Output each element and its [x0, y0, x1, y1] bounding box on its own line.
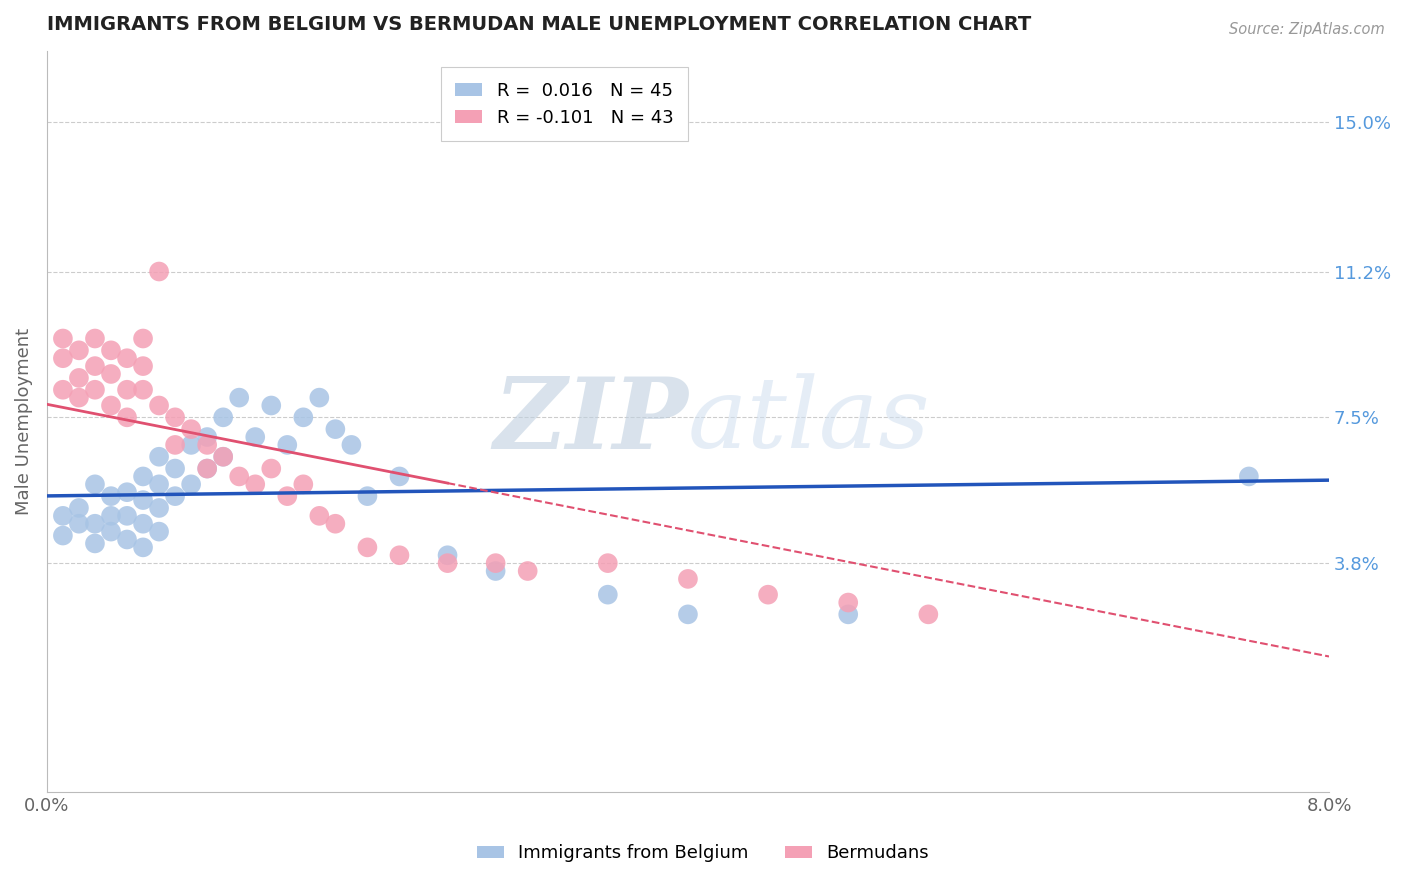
Point: [917, 607, 939, 622]
Point: [292, 477, 315, 491]
Point: [67, 500, 90, 515]
Point: [148, 450, 170, 464]
Point: [436, 548, 458, 562]
Point: [132, 331, 155, 345]
Point: [756, 588, 779, 602]
Point: [325, 516, 347, 531]
Point: [52, 351, 75, 366]
Point: [212, 450, 235, 464]
Point: [52, 383, 75, 397]
Point: [340, 438, 363, 452]
Point: [115, 485, 138, 500]
Point: [676, 607, 699, 622]
Point: [67, 516, 90, 531]
Point: [52, 331, 75, 345]
Point: [165, 410, 187, 425]
Point: [276, 489, 298, 503]
Point: [180, 422, 202, 436]
Point: [148, 399, 170, 413]
Point: [115, 410, 138, 425]
Point: [388, 548, 411, 562]
Point: [148, 477, 170, 491]
Point: [245, 430, 267, 444]
Point: [67, 371, 90, 385]
Point: [148, 264, 170, 278]
Point: [195, 438, 218, 452]
Point: [837, 595, 859, 609]
Point: [325, 422, 347, 436]
Point: [1237, 469, 1260, 483]
Point: [676, 572, 699, 586]
Point: [195, 461, 218, 475]
Point: [148, 524, 170, 539]
Point: [388, 469, 411, 483]
Point: [260, 461, 283, 475]
Point: [84, 477, 107, 491]
Point: [132, 516, 155, 531]
Point: [195, 461, 218, 475]
Point: [260, 399, 283, 413]
Point: [100, 367, 122, 381]
Point: [115, 383, 138, 397]
Point: [100, 524, 122, 539]
Text: IMMIGRANTS FROM BELGIUM VS BERMUDAN MALE UNEMPLOYMENT CORRELATION CHART: IMMIGRANTS FROM BELGIUM VS BERMUDAN MALE…: [46, 15, 1031, 34]
Point: [485, 556, 508, 570]
Point: [132, 541, 155, 555]
Point: [100, 399, 122, 413]
Text: Source: ZipAtlas.com: Source: ZipAtlas.com: [1229, 22, 1385, 37]
Point: [837, 607, 859, 622]
Point: [100, 343, 122, 358]
Point: [84, 536, 107, 550]
Text: ZIP: ZIP: [494, 373, 688, 469]
Point: [132, 383, 155, 397]
Point: [100, 508, 122, 523]
Point: [165, 489, 187, 503]
Point: [165, 461, 187, 475]
Point: [228, 391, 250, 405]
Text: atlas: atlas: [688, 374, 931, 469]
Point: [212, 410, 235, 425]
Point: [132, 359, 155, 373]
Point: [516, 564, 538, 578]
Point: [228, 469, 250, 483]
Point: [308, 391, 330, 405]
Point: [596, 556, 619, 570]
Point: [308, 508, 330, 523]
Point: [180, 438, 202, 452]
Point: [67, 391, 90, 405]
Point: [180, 477, 202, 491]
Point: [84, 383, 107, 397]
Point: [115, 351, 138, 366]
Point: [52, 508, 75, 523]
Legend: Immigrants from Belgium, Bermudans: Immigrants from Belgium, Bermudans: [470, 838, 936, 870]
Point: [245, 477, 267, 491]
Point: [195, 430, 218, 444]
Point: [115, 508, 138, 523]
Point: [276, 438, 298, 452]
Point: [148, 500, 170, 515]
Point: [115, 533, 138, 547]
Point: [165, 438, 187, 452]
Point: [356, 489, 378, 503]
Legend: R =  0.016   N = 45, R = -0.101   N = 43: R = 0.016 N = 45, R = -0.101 N = 43: [440, 67, 688, 141]
Point: [212, 450, 235, 464]
Point: [67, 343, 90, 358]
Point: [84, 359, 107, 373]
Point: [52, 528, 75, 542]
Point: [132, 469, 155, 483]
Point: [100, 489, 122, 503]
Point: [485, 564, 508, 578]
Y-axis label: Male Unemployment: Male Unemployment: [15, 327, 32, 515]
Point: [356, 541, 378, 555]
Point: [436, 556, 458, 570]
Point: [596, 588, 619, 602]
Point: [292, 410, 315, 425]
Point: [84, 331, 107, 345]
Point: [132, 493, 155, 508]
Point: [84, 516, 107, 531]
